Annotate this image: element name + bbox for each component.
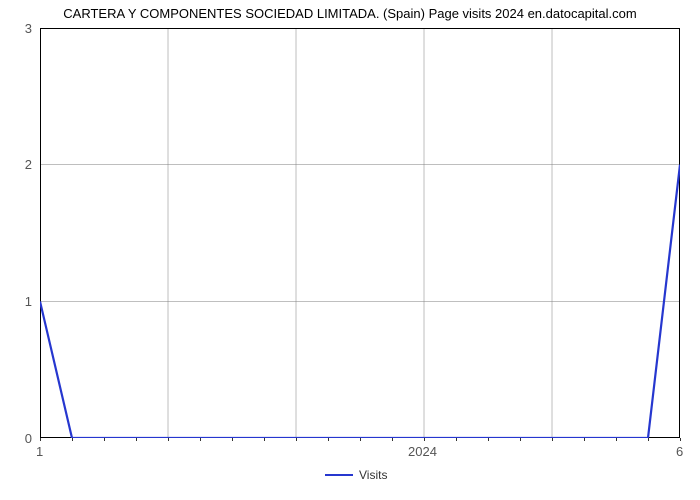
x-minor-tick bbox=[264, 438, 265, 441]
chart-container: { "chart": { "type": "line", "title": "C… bbox=[0, 0, 700, 500]
x-minor-tick bbox=[360, 438, 361, 441]
x-minor-tick bbox=[72, 438, 73, 441]
x-minor-tick bbox=[328, 438, 329, 441]
x-minor-tick bbox=[168, 438, 169, 441]
x-minor-tick bbox=[136, 438, 137, 441]
legend-swatch bbox=[325, 474, 353, 476]
x-minor-tick bbox=[584, 438, 585, 441]
x-minor-tick bbox=[232, 438, 233, 441]
x-minor-tick bbox=[616, 438, 617, 441]
x-tick-label: 6 bbox=[676, 444, 683, 459]
y-tick-label: 1 bbox=[25, 294, 32, 309]
x-axis-midlabel: 2024 bbox=[408, 444, 437, 459]
x-minor-tick bbox=[456, 438, 457, 441]
x-minor-tick bbox=[488, 438, 489, 441]
x-minor-tick bbox=[648, 438, 649, 441]
x-minor-tick bbox=[104, 438, 105, 441]
x-minor-tick bbox=[296, 438, 297, 441]
y-tick-label: 3 bbox=[25, 21, 32, 36]
y-tick-label: 0 bbox=[25, 431, 32, 446]
x-minor-tick bbox=[680, 438, 681, 441]
x-tick-label: 1 bbox=[36, 444, 43, 459]
x-minor-tick bbox=[392, 438, 393, 441]
x-minor-tick bbox=[424, 438, 425, 441]
plot-area bbox=[40, 28, 680, 438]
x-minor-tick bbox=[552, 438, 553, 441]
x-minor-tick bbox=[40, 438, 41, 441]
chart-svg bbox=[40, 28, 680, 438]
x-minor-tick bbox=[520, 438, 521, 441]
x-minor-tick bbox=[200, 438, 201, 441]
legend: Visits bbox=[325, 468, 387, 482]
y-tick-label: 2 bbox=[25, 157, 32, 172]
chart-title: CARTERA Y COMPONENTES SOCIEDAD LIMITADA.… bbox=[0, 6, 700, 21]
legend-label: Visits bbox=[359, 468, 387, 482]
